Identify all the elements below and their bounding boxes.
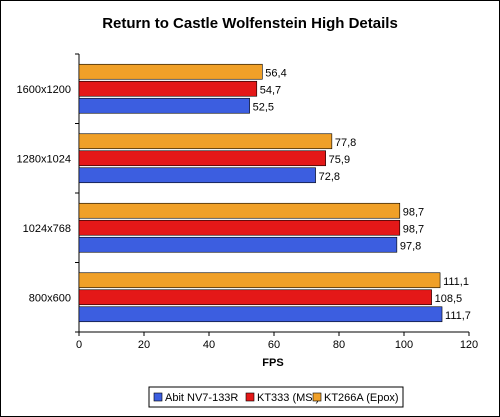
legend-label: KT333 (MSI) (257, 392, 319, 404)
data-label: 52,5 (253, 101, 274, 113)
x-axis-title: FPS (262, 357, 283, 369)
data-label: 72,8 (319, 171, 340, 183)
bar (78, 202, 401, 219)
bar (78, 133, 333, 150)
data-label: 111,1 (443, 276, 469, 288)
data-label: 98,7 (403, 223, 424, 235)
x-tick-label: 100 (395, 339, 413, 351)
x-tick-label: 20 (138, 339, 150, 351)
chart-title: Return to Castle Wolfenstein High Detail… (102, 15, 398, 32)
bar (78, 150, 326, 167)
x-tick-label: 60 (268, 339, 280, 351)
bar (78, 63, 263, 80)
data-label: 98,7 (403, 206, 424, 218)
bar (78, 272, 441, 289)
y-category-label: 1024x768 (23, 223, 71, 235)
legend-swatch (245, 392, 255, 402)
y-category-label: 800x600 (29, 292, 71, 304)
legend-swatch (312, 392, 322, 402)
data-label: 77,8 (335, 137, 356, 149)
bar (78, 289, 432, 306)
x-tick-label: 40 (203, 339, 215, 351)
data-label: 54,7 (260, 84, 281, 96)
bar (78, 306, 443, 323)
data-label: 108,5 (435, 293, 463, 305)
data-label: 75,9 (329, 154, 350, 166)
plot-area: 0 20 40 60 80 100 120 1600x1200 56,4 54,7 52,5 1280… (17, 53, 478, 351)
data-label: 111,7 (445, 310, 471, 322)
bar (78, 236, 398, 253)
legend-box (148, 386, 404, 408)
legend: Abit NV7-133R KT333 (MSI) KT266A (Epox) (148, 386, 404, 408)
data-label: 56,4 (265, 67, 286, 79)
x-tick-label: 0 (76, 339, 82, 351)
bar (78, 167, 316, 184)
y-category-label: 1600x1200 (17, 84, 71, 96)
y-category-label: 1280x1024 (17, 153, 71, 165)
legend-label: KT266A (Epox) (324, 392, 399, 404)
x-tick-label: 80 (333, 339, 345, 351)
legend-swatch (153, 392, 163, 402)
legend-label: Abit NV7-133R (165, 392, 238, 404)
bar (78, 97, 250, 114)
data-label: 97,8 (400, 240, 421, 252)
bar (78, 219, 401, 236)
x-tick-label: 120 (460, 339, 478, 351)
bar (78, 80, 258, 97)
